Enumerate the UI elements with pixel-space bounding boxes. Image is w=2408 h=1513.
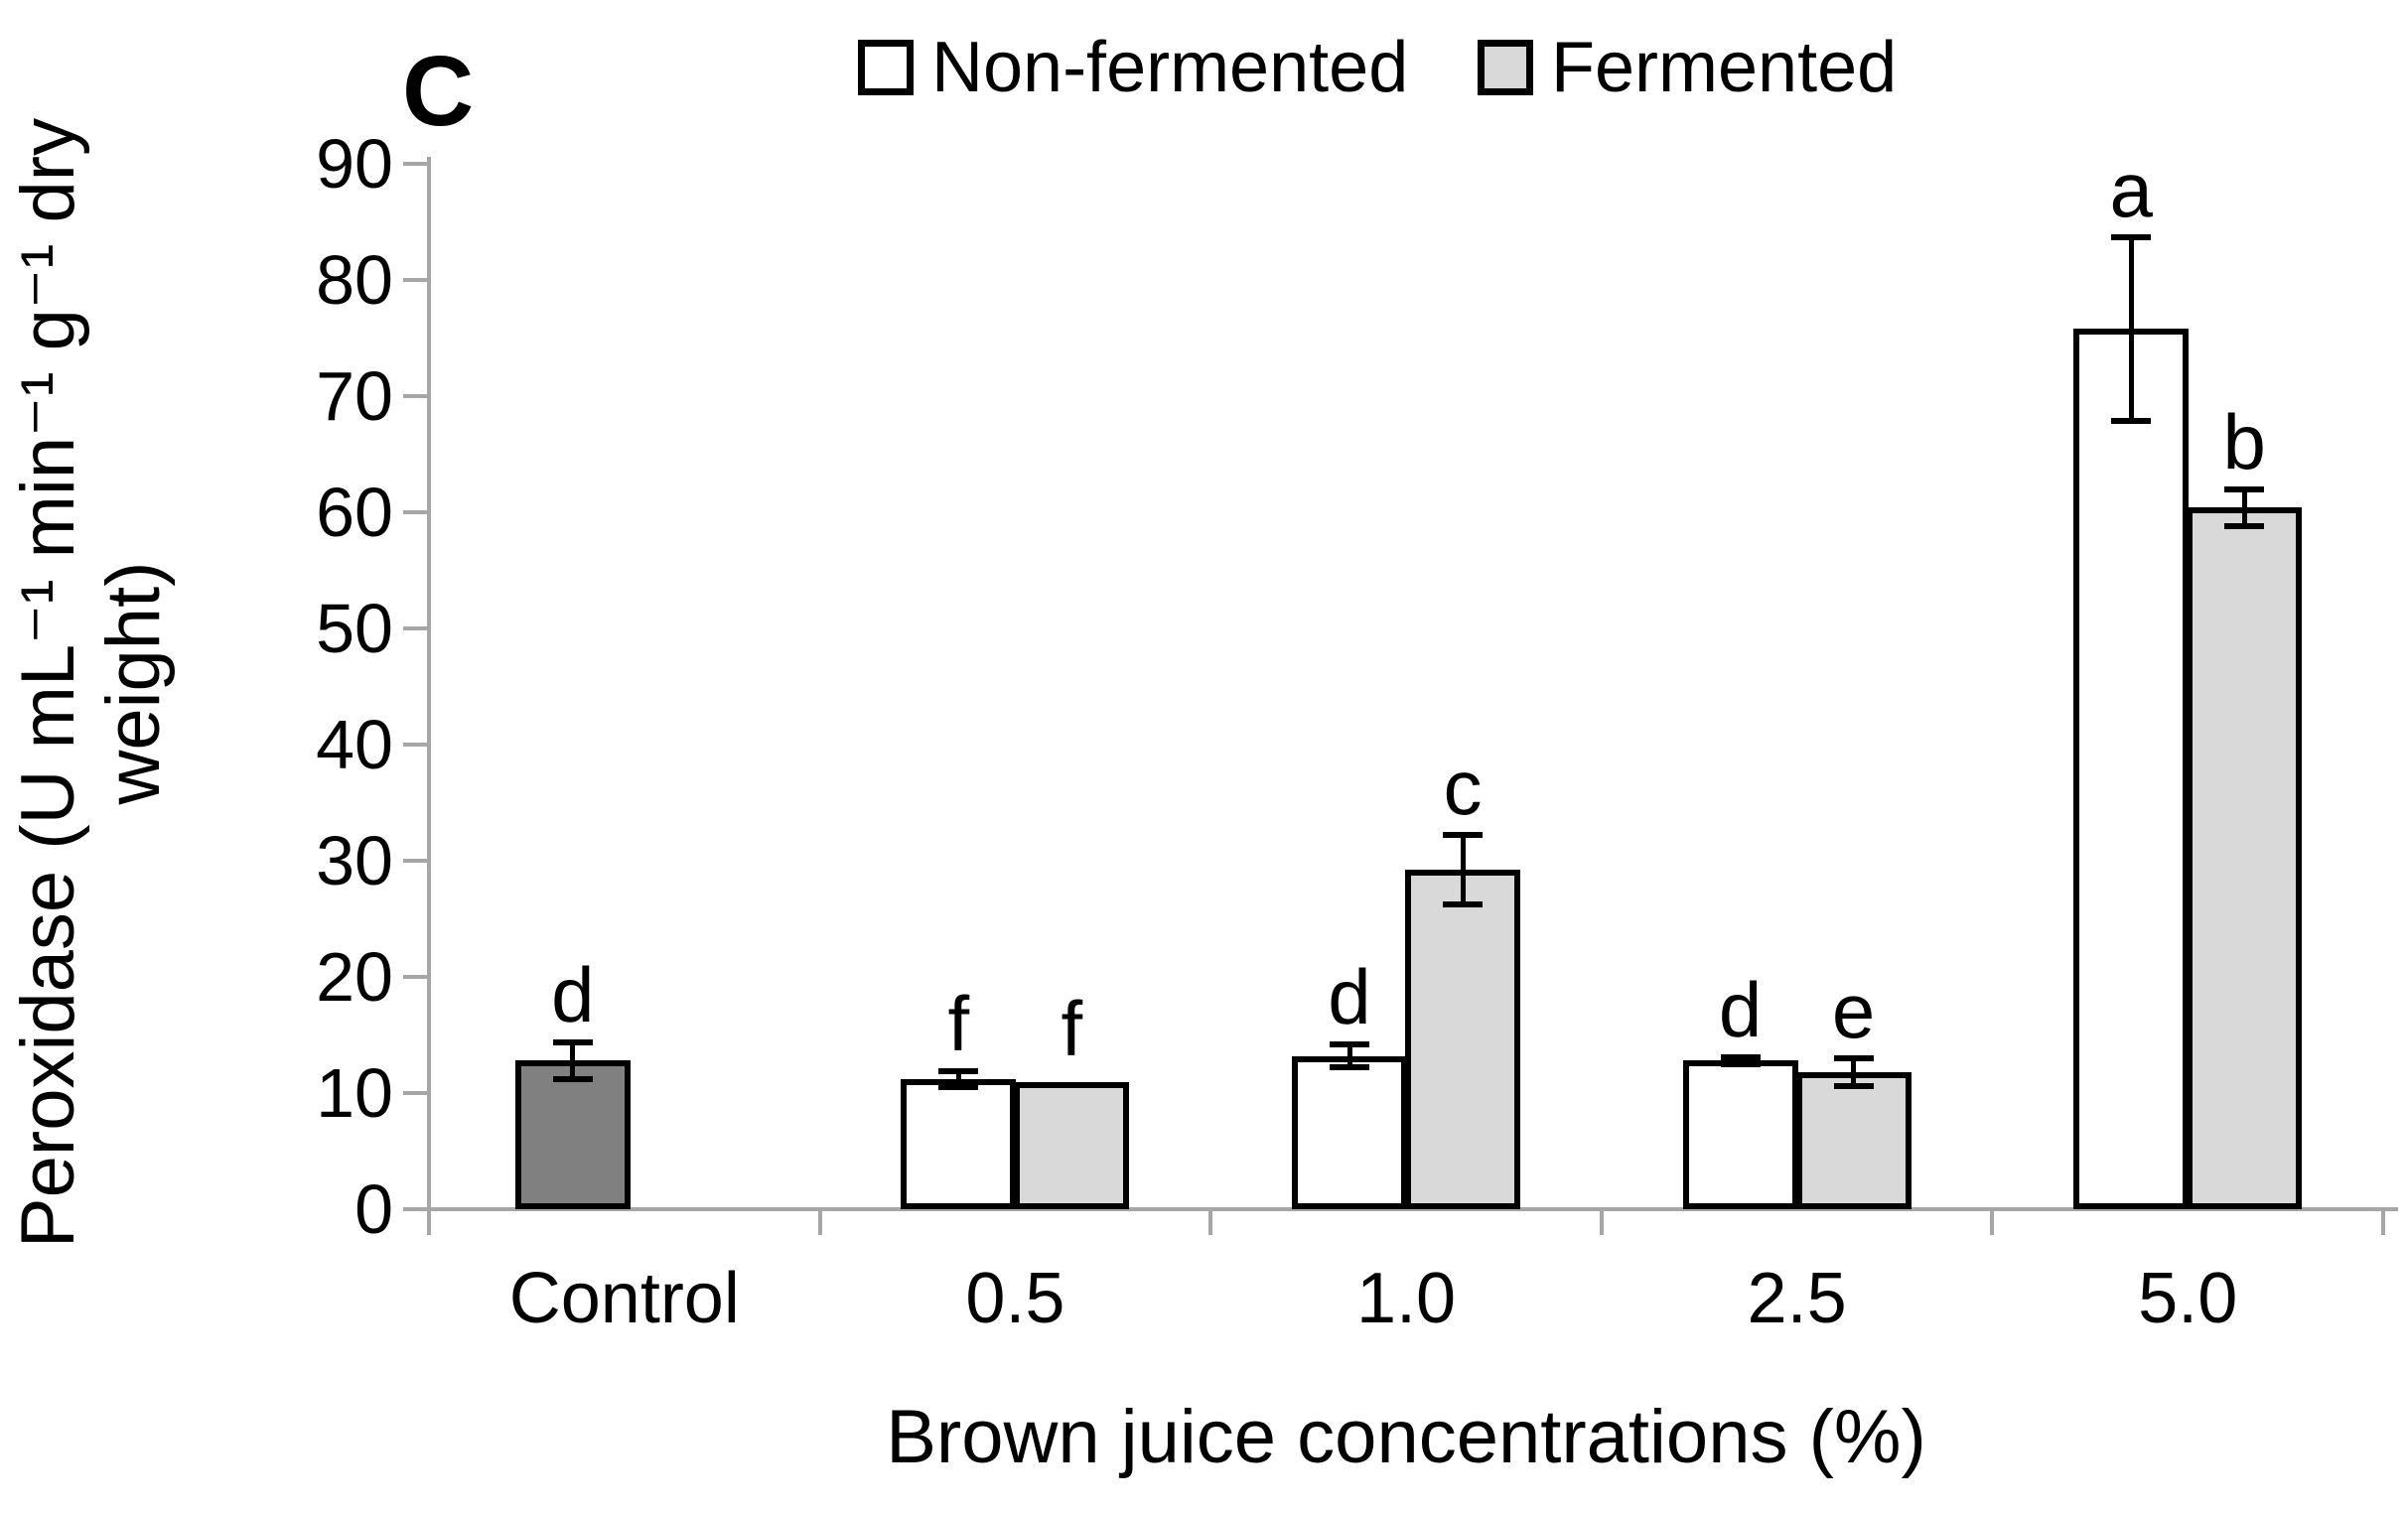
- error-bar-cap-bottom: [1330, 1064, 1369, 1071]
- y-tick-10: [403, 1091, 429, 1095]
- significance-letter-a: a: [2109, 145, 2153, 233]
- error-bar-stem: [955, 1070, 961, 1088]
- y-tick-label-80: 80: [316, 241, 393, 319]
- bar-fermented-5.0: [2187, 507, 2303, 1209]
- error-bar-stem: [1346, 1043, 1352, 1068]
- y-tick-label-10: 10: [316, 1054, 393, 1132]
- y-tick-label-20: 20: [316, 938, 393, 1016]
- y-tick-40: [403, 743, 429, 747]
- y-tick-label-0: 0: [354, 1170, 393, 1248]
- y-tick-label-40: 40: [316, 706, 393, 783]
- error-bar-stem: [2241, 488, 2247, 527]
- significance-letter-f: f: [1061, 985, 1083, 1073]
- panel-label: C: [402, 36, 475, 147]
- error-bar-cap-bottom: [552, 1075, 593, 1082]
- error-bar-cap-bottom: [1720, 1060, 1761, 1067]
- error-bar-cap-bottom: [2224, 523, 2265, 530]
- bar-non-fermented-0.5: [901, 1078, 1017, 1209]
- x-tick-3: [1599, 1209, 1604, 1235]
- error-bar-cap-top: [552, 1038, 593, 1045]
- significance-letter-b: b: [2222, 397, 2266, 485]
- y-tick-20: [403, 975, 429, 979]
- significance-letter-d: d: [1328, 952, 1371, 1040]
- x-tick-2: [1208, 1209, 1213, 1235]
- significance-letter-f: f: [947, 979, 970, 1067]
- legend-label-fermented: Fermented: [1551, 28, 1898, 107]
- error-bar-cap-top: [2111, 233, 2152, 240]
- x-axis-line: [427, 1207, 2398, 1211]
- x-category-label-Control: Control: [508, 1259, 740, 1338]
- y-tick-0: [403, 1207, 429, 1211]
- x-category-label-1.0: 1.0: [1355, 1259, 1457, 1338]
- significance-letter-d: d: [1718, 965, 1763, 1053]
- significance-letter-c: c: [1443, 744, 1483, 832]
- y-tick-label-30: 30: [316, 822, 393, 899]
- x-axis-title: Brown juice concentrations (%): [886, 1395, 1926, 1479]
- x-category-label-5.0: 5.0: [2138, 1259, 2238, 1338]
- error-bar-cap-bottom: [938, 1084, 979, 1091]
- error-bar-cap-top: [1833, 1054, 1874, 1061]
- x-tick-5: [2381, 1209, 2385, 1235]
- legend-label-non-fermented: Non-fermented: [931, 28, 1409, 107]
- error-bar-stem: [1460, 835, 1466, 905]
- error-bar-cap-top: [938, 1067, 979, 1074]
- legend-swatch-non-fermented: [858, 40, 914, 95]
- significance-letter-e: e: [1831, 966, 1876, 1054]
- x-category-label-0.5: 0.5: [965, 1259, 1065, 1338]
- y-tick-label-70: 70: [316, 357, 393, 435]
- error-bar-cap-bottom: [1443, 901, 1483, 908]
- bar-control-Control: [514, 1060, 631, 1209]
- error-bar-stem: [570, 1041, 576, 1079]
- y-tick-label-60: 60: [316, 474, 393, 551]
- error-bar-cap-top: [2224, 485, 2265, 492]
- x-tick-1: [817, 1209, 822, 1235]
- error-bar-cap-top: [1330, 1040, 1369, 1047]
- bar-fermented-2.5: [1795, 1071, 1912, 1209]
- error-bar-stem: [1738, 1056, 1744, 1064]
- y-tick-80: [403, 278, 429, 282]
- error-bar-cap-bottom: [1833, 1082, 1874, 1089]
- significance-letter-d: d: [551, 950, 595, 1038]
- error-bar-cap-top: [1720, 1053, 1761, 1060]
- y-tick-label-50: 50: [316, 590, 393, 667]
- x-tick-4: [1990, 1209, 1995, 1235]
- bar-non-fermented-2.5: [1682, 1060, 1798, 1209]
- y-tick-label-90: 90: [316, 125, 393, 203]
- legend-swatch-fermented: [1478, 40, 1533, 95]
- y-axis-line: [427, 157, 431, 1235]
- bar-non-fermented-1.0: [1292, 1055, 1407, 1209]
- error-bar-stem: [2128, 236, 2134, 421]
- bar-fermented-1.0: [1405, 870, 1520, 1209]
- bar-non-fermented-5.0: [2073, 329, 2190, 1209]
- error-bar-stem: [1851, 1057, 1857, 1086]
- y-tick-60: [403, 510, 429, 514]
- bar-fermented-0.5: [1014, 1082, 1130, 1209]
- x-category-label-2.5: 2.5: [1747, 1259, 1847, 1338]
- y-tick-90: [403, 162, 429, 166]
- legend: Non-fermented Fermented: [0, 0, 2408, 139]
- error-bar-cap-bottom: [2111, 417, 2152, 424]
- error-bar-cap-top: [1443, 832, 1483, 839]
- y-tick-50: [403, 626, 429, 630]
- y-tick-30: [403, 859, 429, 863]
- y-axis-title: Peroxidase (U mL⁻¹ min⁻¹ g⁻¹ dry weight): [6, 117, 176, 1249]
- y-tick-70: [403, 394, 429, 398]
